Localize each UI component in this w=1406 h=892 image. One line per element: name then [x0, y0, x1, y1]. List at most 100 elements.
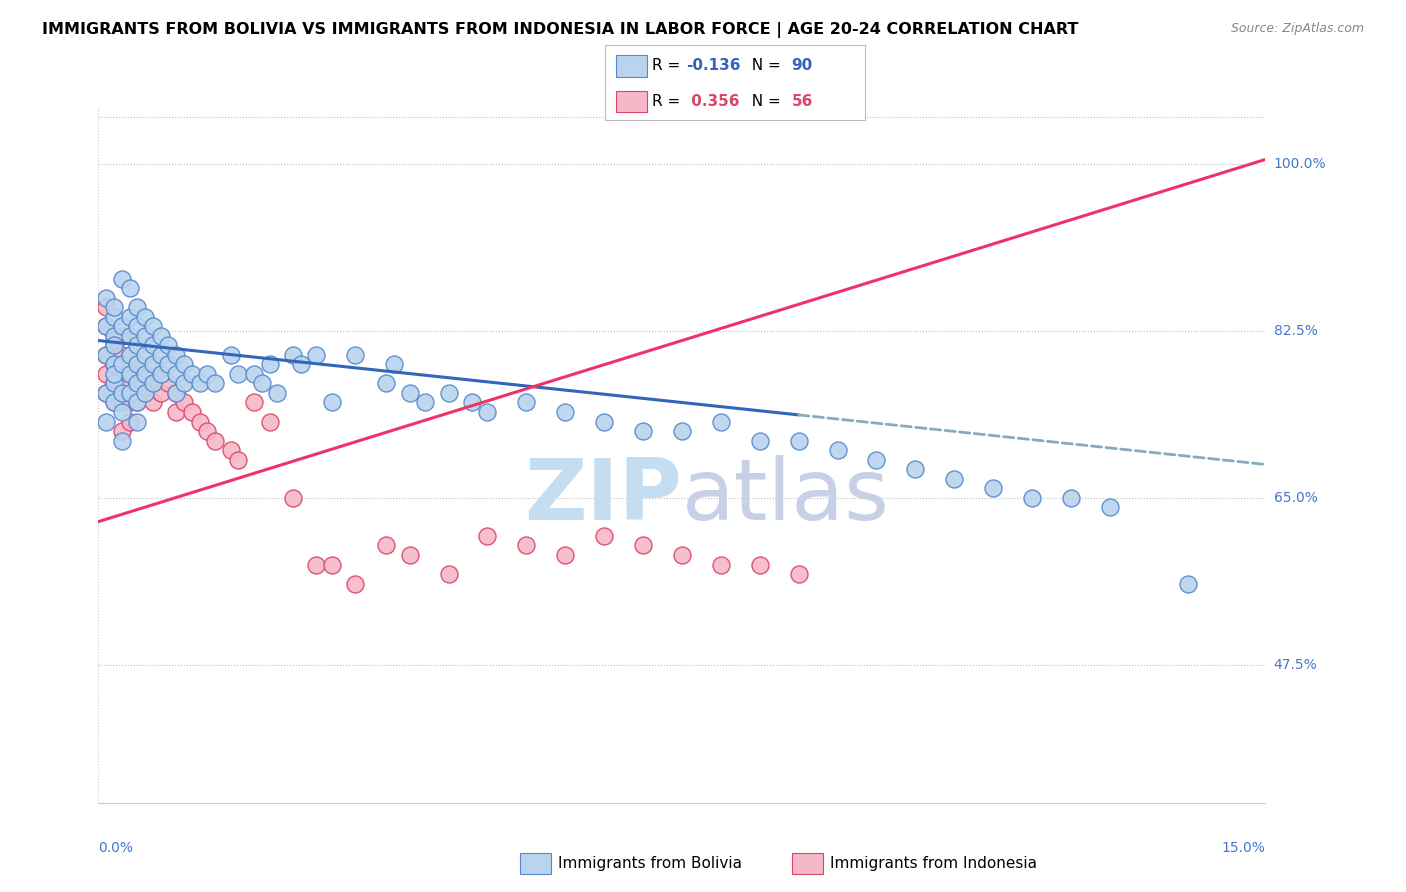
- Point: [165, 386, 187, 401]
- Point: [477, 529, 499, 543]
- Point: [173, 376, 195, 391]
- Point: [281, 491, 304, 505]
- Point: [259, 415, 281, 429]
- Text: 0.0%: 0.0%: [98, 841, 134, 855]
- Point: [111, 357, 134, 371]
- Point: [149, 367, 172, 381]
- Point: [103, 376, 125, 391]
- Point: [748, 558, 770, 572]
- Point: [134, 348, 156, 362]
- Point: [290, 357, 312, 371]
- Point: [305, 558, 328, 572]
- Point: [118, 348, 141, 362]
- Point: [413, 395, 436, 409]
- Point: [103, 376, 125, 391]
- Point: [103, 310, 125, 324]
- Text: R =: R =: [652, 94, 686, 109]
- Point: [710, 558, 733, 572]
- Point: [127, 338, 149, 352]
- Point: [111, 386, 134, 401]
- Point: [344, 348, 367, 362]
- Point: [180, 367, 202, 381]
- Point: [149, 386, 172, 401]
- Point: [118, 415, 141, 429]
- Point: [243, 395, 266, 409]
- Point: [593, 529, 616, 543]
- Point: [103, 328, 125, 343]
- Point: [111, 271, 134, 285]
- Point: [173, 395, 195, 409]
- Point: [165, 386, 187, 401]
- Point: [134, 386, 156, 401]
- Point: [266, 386, 288, 401]
- Point: [142, 376, 165, 391]
- Point: [134, 367, 156, 381]
- Point: [118, 310, 141, 324]
- Point: [96, 319, 118, 334]
- Point: [103, 338, 125, 352]
- Point: [103, 328, 125, 343]
- Point: [103, 338, 125, 352]
- Point: [1098, 500, 1121, 515]
- Text: 15.0%: 15.0%: [1222, 841, 1265, 855]
- Point: [111, 395, 134, 409]
- Point: [127, 376, 149, 391]
- Point: [219, 443, 242, 458]
- Point: [127, 415, 149, 429]
- Text: ZIP: ZIP: [524, 455, 682, 538]
- Point: [943, 472, 966, 486]
- Point: [157, 357, 180, 371]
- Point: [118, 348, 141, 362]
- Point: [748, 434, 770, 448]
- Text: 90: 90: [792, 58, 813, 73]
- Point: [118, 386, 141, 401]
- Text: Source: ZipAtlas.com: Source: ZipAtlas.com: [1230, 22, 1364, 36]
- Point: [228, 367, 250, 381]
- Point: [118, 328, 141, 343]
- Point: [305, 348, 328, 362]
- Point: [111, 376, 134, 391]
- Point: [127, 357, 149, 371]
- Point: [96, 291, 118, 305]
- Text: N =: N =: [742, 58, 786, 73]
- Text: 100.0%: 100.0%: [1274, 157, 1326, 171]
- Point: [134, 367, 156, 381]
- Point: [219, 348, 242, 362]
- Point: [134, 328, 156, 343]
- Point: [142, 357, 165, 371]
- Point: [382, 357, 405, 371]
- Point: [127, 395, 149, 409]
- Text: Immigrants from Indonesia: Immigrants from Indonesia: [830, 856, 1036, 871]
- Point: [671, 424, 693, 438]
- Point: [111, 405, 134, 419]
- Text: Immigrants from Bolivia: Immigrants from Bolivia: [558, 856, 742, 871]
- Point: [243, 367, 266, 381]
- Point: [111, 328, 134, 343]
- Point: [127, 319, 149, 334]
- Point: [398, 548, 420, 562]
- Point: [671, 548, 693, 562]
- Point: [149, 367, 172, 381]
- Text: 65.0%: 65.0%: [1274, 491, 1317, 505]
- Point: [111, 424, 134, 438]
- Point: [96, 386, 118, 401]
- Point: [103, 300, 125, 314]
- Point: [134, 386, 156, 401]
- Point: [204, 376, 226, 391]
- Point: [142, 319, 165, 334]
- Point: [103, 357, 125, 371]
- Point: [118, 367, 141, 381]
- Point: [111, 434, 134, 448]
- Point: [157, 376, 180, 391]
- Text: 56: 56: [792, 94, 813, 109]
- Point: [188, 415, 211, 429]
- Point: [103, 395, 125, 409]
- Point: [554, 548, 576, 562]
- Point: [165, 405, 187, 419]
- Point: [149, 328, 172, 343]
- Point: [593, 415, 616, 429]
- Point: [103, 395, 125, 409]
- Point: [111, 319, 134, 334]
- Point: [103, 357, 125, 371]
- Point: [250, 376, 273, 391]
